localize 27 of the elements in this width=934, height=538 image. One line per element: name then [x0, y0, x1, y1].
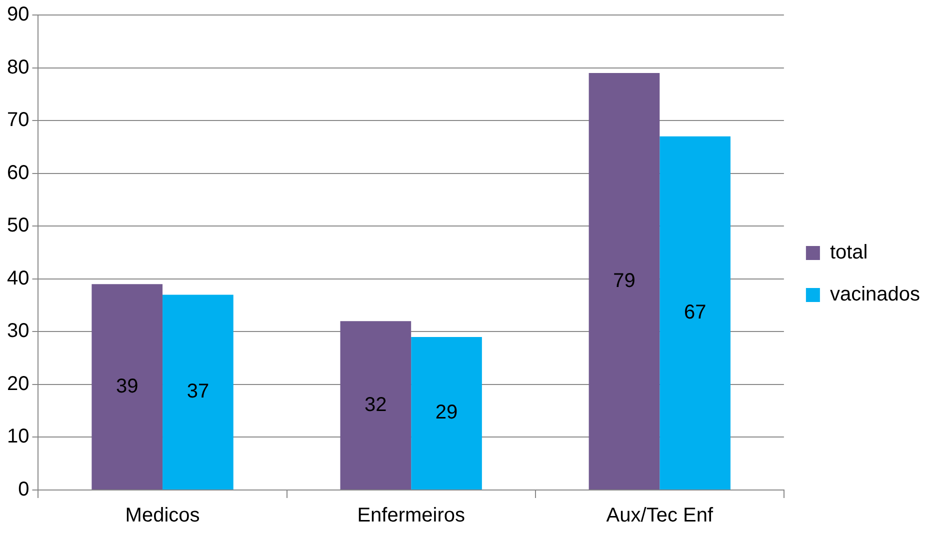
x-tick-label: Medicos — [125, 504, 200, 527]
data-label: 29 — [435, 402, 458, 424]
x-tick-label: Aux/Tec Enf — [606, 504, 714, 527]
y-tick-label: 50 — [6, 214, 30, 237]
y-tick-label: 70 — [6, 109, 30, 132]
y-tick-label: 30 — [6, 320, 30, 342]
data-label: 67 — [684, 301, 706, 324]
y-tick-label: 10 — [6, 426, 30, 448]
bar — [588, 73, 660, 490]
y-tick-label: 90 — [6, 4, 30, 26]
bar — [162, 294, 234, 490]
legend-label: total — [830, 242, 868, 264]
bar — [411, 336, 482, 490]
data-label: 79 — [613, 270, 636, 292]
bar — [340, 321, 412, 490]
bar — [92, 284, 163, 490]
y-tick-label: 20 — [6, 372, 30, 395]
y-tick-label: 80 — [6, 56, 30, 78]
y-tick-label: 40 — [6, 267, 30, 290]
y-tick-label: 0 — [18, 478, 30, 501]
data-label: 32 — [364, 394, 387, 416]
bar — [660, 136, 730, 490]
x-tick-label: Enfermeiros — [357, 504, 465, 527]
y-tick-label: 60 — [6, 162, 30, 184]
data-label: 39 — [116, 375, 138, 398]
data-label: 37 — [186, 380, 210, 403]
legend-label: vacinados — [830, 284, 920, 306]
